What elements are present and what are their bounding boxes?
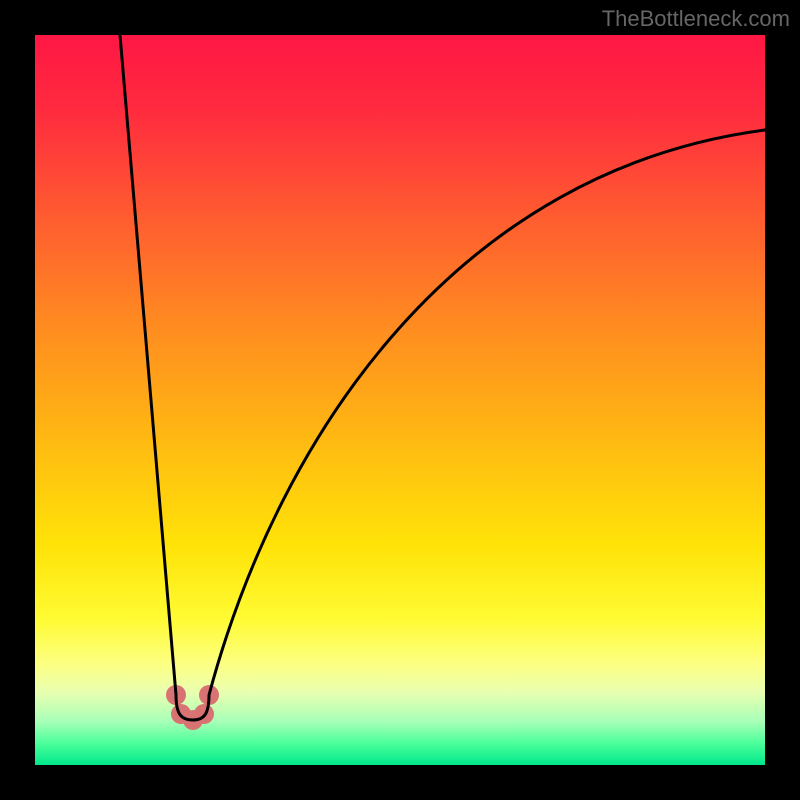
gradient-plot-area bbox=[35, 35, 765, 765]
watermark-label: TheBottleneck.com bbox=[602, 6, 790, 32]
chart-container: TheBottleneck.com bbox=[0, 0, 800, 800]
bottleneck-chart bbox=[0, 0, 800, 800]
